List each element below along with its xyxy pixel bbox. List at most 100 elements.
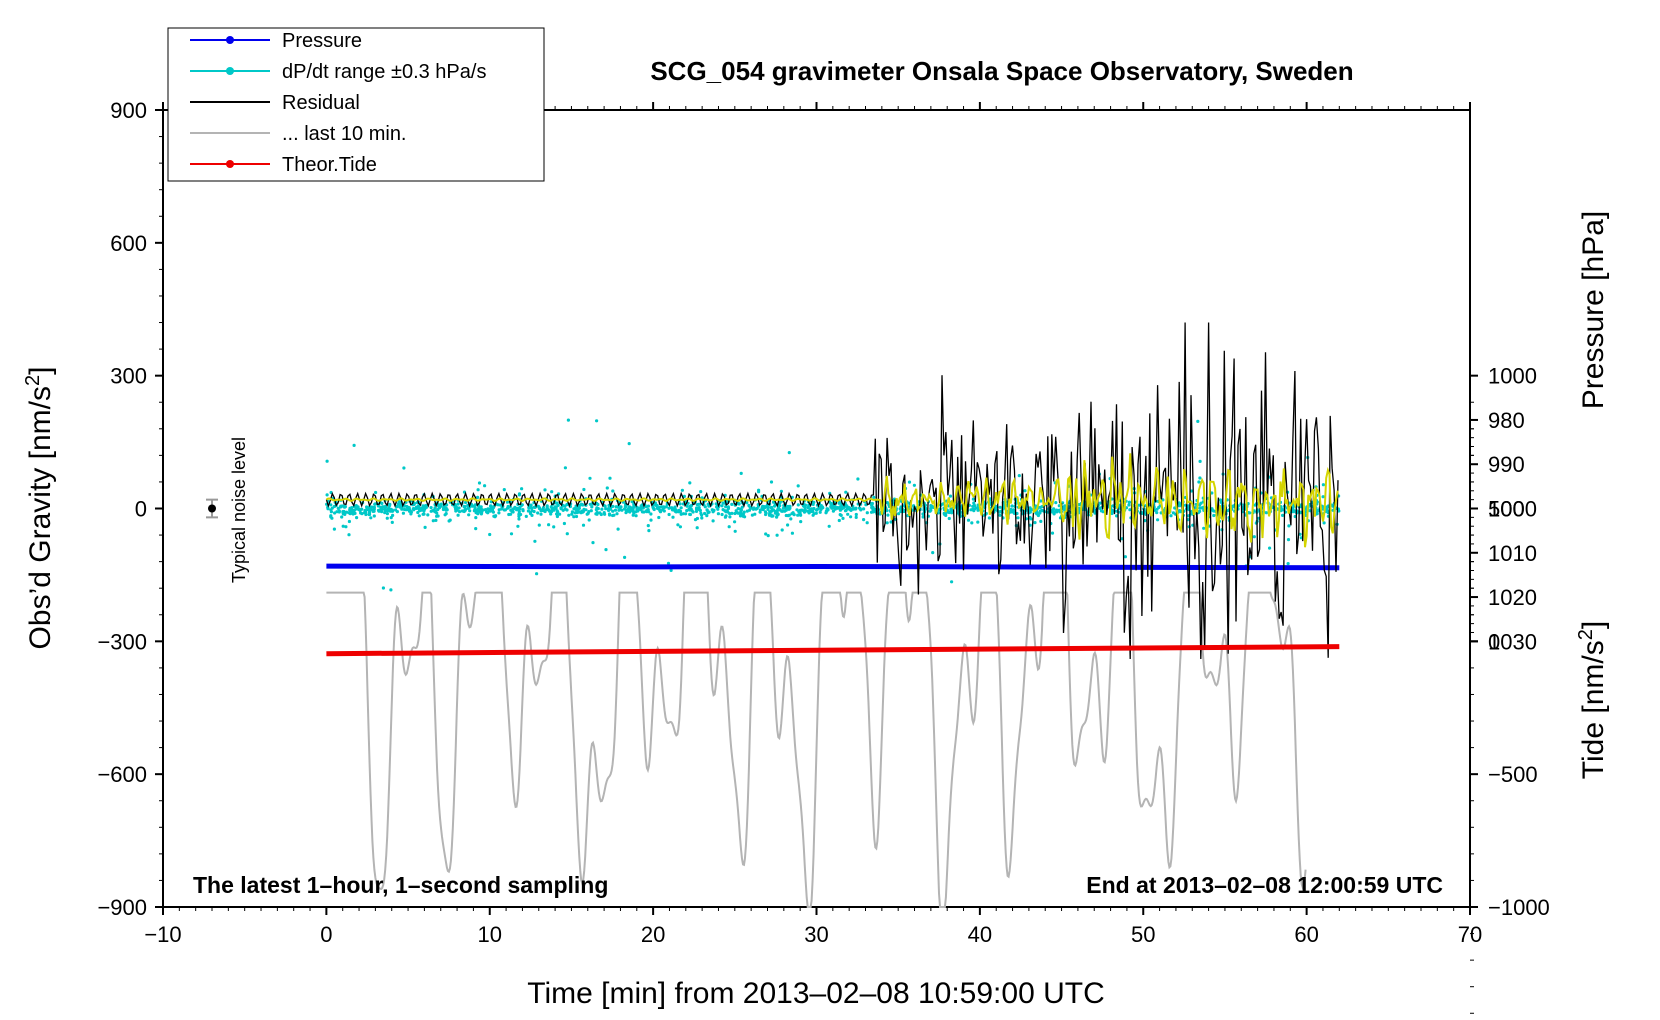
dpdt-point (563, 466, 568, 470)
dpdt-point (549, 512, 553, 516)
dpdt-point (1196, 419, 1200, 423)
dpdt-point (1212, 513, 1216, 518)
dpdt-point (699, 490, 703, 494)
dpdt-point (347, 511, 351, 515)
dpdt-point (747, 503, 751, 508)
x-axis-title: Time [min] from 2013–02–08 10:59:00 UTC (527, 977, 1105, 1010)
dpdt-point (581, 509, 586, 514)
dpdt-point (344, 525, 348, 529)
dpdt-point (889, 520, 893, 524)
series-residual (325, 322, 1339, 660)
legend-label: Theor.Tide (282, 154, 377, 176)
dpdt-point (667, 506, 671, 510)
dpdt-point (397, 500, 401, 504)
dpdt-point (505, 500, 510, 504)
dpdt-point (356, 505, 360, 509)
dpdt-point (695, 516, 700, 521)
dpdt-point (1093, 508, 1097, 512)
dpdt-point (697, 506, 701, 510)
dpdt-point (948, 494, 953, 498)
dpdt-point (1198, 459, 1202, 463)
dpdt-point (489, 504, 493, 508)
dpdt-point (537, 506, 542, 510)
dpdt-point (630, 500, 634, 504)
dpdt-point (605, 486, 609, 490)
dpdt-point (332, 527, 336, 531)
dpdt-point (1098, 501, 1102, 505)
dpdt-point (783, 509, 787, 513)
x-tick-label: 0 (320, 922, 332, 947)
dpdt-point (757, 488, 761, 492)
dpdt-point (611, 509, 615, 513)
dpdt-point (766, 534, 770, 538)
x-tick-label: 40 (968, 922, 992, 947)
dpdt-point (600, 507, 604, 511)
dpdt-point (624, 508, 628, 512)
x-tick-label: 30 (804, 922, 828, 947)
dpdt-point (969, 508, 973, 512)
dpdt-point (632, 511, 636, 515)
tide-tick-label: −1000 (1488, 895, 1550, 920)
dpdt-point (655, 503, 659, 507)
dpdt-point (401, 511, 405, 515)
dpdt-point (1078, 503, 1082, 507)
dpdt-point (780, 528, 784, 532)
dpdt-point (445, 508, 449, 512)
dpdt-point (862, 518, 866, 522)
dpdt-point (416, 504, 421, 508)
dpdt-point (885, 521, 889, 525)
dpdt-point (517, 492, 522, 496)
dpdt-point (373, 502, 377, 506)
dpdt-point (620, 508, 624, 512)
y-tick-label: 900 (110, 98, 147, 123)
dpdt-point (745, 501, 749, 505)
dpdt-point (695, 503, 700, 507)
dpdt-point (595, 510, 599, 515)
dpdt-point (950, 580, 954, 584)
dpdt-point (489, 507, 493, 511)
dpdt-point (402, 466, 406, 470)
dpdt-point (552, 525, 556, 529)
dpdt-point (500, 507, 504, 511)
dpdt-point (1053, 510, 1057, 514)
dpdt-point (720, 504, 724, 508)
dpdt-point (840, 507, 844, 511)
legend-label: dP/dt range ±0.3 hPa/s (282, 61, 486, 83)
x-tick-label: 20 (641, 922, 665, 947)
dpdt-point (742, 510, 746, 514)
dpdt-point (1248, 511, 1252, 515)
dpdt-point (389, 507, 393, 511)
dpdt-point (806, 509, 810, 513)
dpdt-point (364, 508, 368, 512)
dpdt-point (798, 513, 803, 517)
dpdt-point (616, 527, 620, 531)
dpdt-point (325, 459, 329, 463)
legend-label: ... last 10 min. (282, 123, 407, 145)
dpdt-point (347, 533, 351, 537)
dpdt-point (517, 517, 521, 521)
dpdt-point (325, 493, 329, 497)
dpdt-point (971, 497, 976, 501)
dpdt-point (1173, 506, 1177, 510)
dpdt-point (809, 507, 814, 511)
dpdt-point (716, 507, 720, 511)
dpdt-point (1098, 506, 1102, 510)
dpdt-point (372, 514, 376, 518)
dpdt-point (711, 519, 715, 523)
dpdt-point (829, 501, 834, 506)
dpdt-point (711, 510, 715, 514)
dpdt-point (614, 505, 618, 509)
dpdt-point (653, 501, 658, 505)
pressure-axis-ticks: 1030 1020 1010 1000 990 980 (1470, 408, 1537, 654)
dpdt-point (680, 488, 685, 492)
dpdt-point (761, 505, 765, 509)
dpdt-point (436, 508, 440, 512)
dpdt-point (628, 510, 632, 514)
dpdt-point (1039, 499, 1043, 503)
dpdt-point (395, 505, 399, 509)
dpdt-point (1123, 555, 1127, 559)
dpdt-point (329, 508, 333, 512)
dpdt-point (741, 512, 745, 517)
legend: Pressure dP/dt range ±0.3 hPa/s Residual..… (167, 27, 545, 182)
dpdt-point (771, 500, 776, 504)
